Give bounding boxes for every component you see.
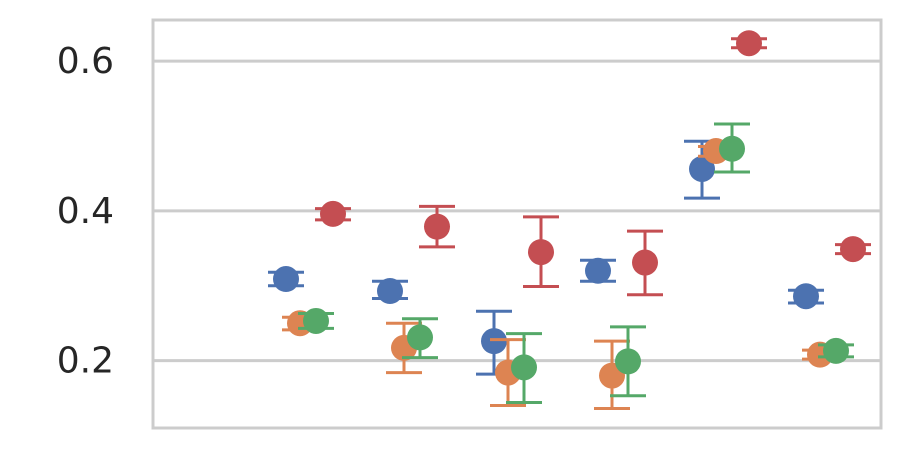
data-point	[793, 283, 819, 310]
y-tick-label: 0.2	[57, 341, 114, 382]
y-tick-label: 0.4	[57, 191, 114, 232]
gridlines	[153, 59, 881, 363]
data-point	[424, 213, 450, 240]
data-point	[615, 348, 641, 375]
data-point	[632, 249, 658, 276]
data-point	[407, 324, 433, 351]
data-point	[377, 278, 403, 305]
series-3	[298, 122, 854, 405]
data-point	[823, 337, 849, 364]
data-point	[689, 155, 715, 182]
data-point	[303, 307, 329, 334]
data-point	[840, 236, 866, 263]
series-4	[315, 30, 871, 297]
data-point	[511, 354, 537, 381]
data-point	[585, 257, 611, 284]
data-point	[736, 30, 762, 57]
data-point	[273, 266, 299, 293]
plot-frame	[151, 18, 883, 430]
data-point	[320, 200, 346, 227]
data-series	[268, 30, 871, 411]
series-2	[282, 138, 838, 411]
data-point	[528, 239, 554, 266]
data-point	[719, 135, 745, 162]
y-tick-label: 0.6	[57, 41, 114, 82]
y-axis: 0.2 0.4 0.6	[57, 41, 114, 381]
series-1	[268, 139, 824, 376]
